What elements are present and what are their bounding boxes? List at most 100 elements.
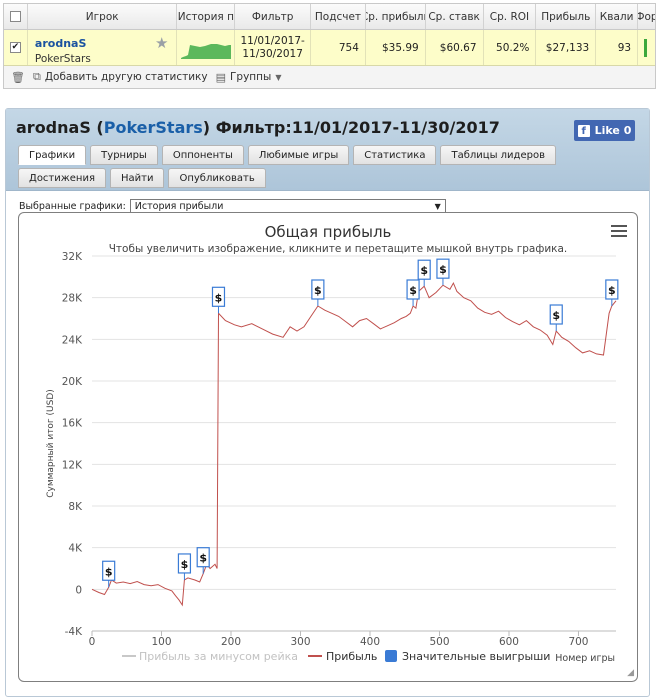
header-select-all[interactable]	[4, 4, 28, 29]
y-tick-label: 8K	[68, 501, 83, 513]
favorite-star-icon[interactable]: ★	[155, 34, 169, 52]
big-win-label: $	[199, 552, 207, 565]
y-tick-label: 16K	[62, 418, 83, 430]
chart-select-value: История прибыли	[134, 200, 224, 212]
tab-leaderboards[interactable]: Таблицы лидеров	[440, 145, 556, 165]
panel-filter: Фильтр:11/01/2017-11/30/2017	[215, 118, 500, 137]
big-win-flag	[196, 547, 210, 568]
select-all-checkbox[interactable]	[9, 11, 21, 22]
avg-profit-cell: $35.99	[366, 30, 426, 65]
big-win-flag	[406, 279, 420, 300]
row-select[interactable]: ✔	[4, 30, 28, 65]
filter-to: 11/30/2017	[242, 47, 303, 60]
avg-stake-cell: $60.67	[426, 30, 484, 65]
row-checkbox[interactable]: ✔	[9, 42, 21, 53]
tab-publish[interactable]: Опубликовать	[168, 168, 266, 188]
grid-toolbar: 🗑 ⧉ Добавить другую статистику ▤ Группы ▼	[4, 66, 655, 88]
y-tick-label: -4K	[65, 626, 83, 638]
big-win-flag	[211, 286, 226, 307]
legend-bigwins-label: Значительные выигрыши	[402, 650, 550, 663]
legend-profit-label: Прибыль	[326, 650, 377, 663]
panel-header: arodnaS (PokerStars) Фильтр:11/01/2017-1…	[6, 109, 649, 191]
big-win-label: $	[420, 264, 428, 277]
copy-icon: ⧉	[32, 70, 41, 83]
y-tick-label: 20K	[62, 376, 83, 388]
x-axis-label: Номер игры	[555, 653, 615, 664]
header-profit[interactable]: Прибыль	[536, 4, 597, 29]
tab-find[interactable]: Найти	[109, 168, 165, 188]
tab-opponents[interactable]: Оппоненты	[161, 145, 244, 165]
profit-series-line	[91, 281, 617, 607]
panel-site-link[interactable]: PokerStars	[103, 118, 203, 137]
big-win-label: $	[552, 309, 560, 322]
x-tick-label: 500	[429, 636, 449, 648]
stats-grid: Игрок История п Фильтр Подсчет Ср. прибы…	[3, 3, 656, 89]
big-win-flag	[417, 259, 431, 280]
player-name-link[interactable]: arodnaS	[34, 37, 87, 50]
trash-icon[interactable]: 🗑	[11, 70, 25, 84]
profit-cell: $27,133	[536, 30, 597, 65]
tab-statistics[interactable]: Статистика	[353, 145, 437, 165]
groups-label: Группы	[230, 71, 272, 83]
qualify-cell: 93	[596, 30, 639, 65]
groups-button[interactable]: ▤ Группы ▼	[216, 71, 282, 84]
x-tick-label: 0	[89, 636, 96, 648]
y-tick-label: 4K	[68, 543, 83, 555]
table-row[interactable]: ✔ arodnaS PokerStars ★ 11/01/2017- 11/30…	[4, 30, 655, 66]
big-win-flag	[605, 279, 619, 300]
panel-tabs: Графики Турниры Оппоненты Любимые игры С…	[18, 145, 638, 188]
header-avg-stake[interactable]: Ср. ставк	[426, 4, 484, 29]
big-win-flag	[549, 304, 563, 325]
tab-charts[interactable]: Графики	[18, 145, 87, 165]
header-history[interactable]: История п	[177, 4, 236, 29]
player-site: PokerStars	[34, 53, 91, 65]
header-avg-roi[interactable]: Ср. ROI	[484, 4, 537, 29]
facebook-like-button[interactable]: f Like 0	[574, 120, 635, 141]
y-tick-label: 0	[75, 584, 82, 596]
header-filter[interactable]: Фильтр	[235, 4, 312, 29]
x-tick-label: 600	[499, 636, 519, 648]
big-win-label: $	[409, 284, 417, 297]
header-form[interactable]: Фор	[638, 10, 655, 23]
count-cell: 754	[311, 30, 366, 65]
x-tick-label: 100	[151, 636, 171, 648]
header-avg-profit[interactable]: Ср. прибыль	[366, 4, 426, 29]
header-count[interactable]: Подсчет	[311, 4, 366, 29]
legend-rake-label: Прибыль за минусом рейка	[139, 650, 298, 663]
add-stats-button[interactable]: ⧉ Добавить другую статистику	[33, 70, 208, 84]
panel-player: arodnaS	[16, 118, 91, 137]
y-axis-label: Суммарный итог (USD)	[46, 389, 56, 498]
y-tick-label: 12K	[62, 459, 83, 471]
add-stats-label: Добавить другую статистику	[44, 71, 208, 83]
resize-grip-icon[interactable]: ◢	[627, 668, 634, 678]
x-tick-label: 200	[221, 636, 241, 648]
tab-tournaments[interactable]: Турниры	[90, 145, 158, 165]
chart-container[interactable]: Общая прибыль Чтобы увеличить изображение…	[18, 212, 638, 682]
facebook-icon: f	[577, 124, 590, 137]
y-tick-label: 24K	[62, 334, 83, 346]
groups-icon: ▤	[215, 70, 227, 84]
tab-favorite-games[interactable]: Любимые игры	[247, 145, 350, 165]
chart-select[interactable]: История прибыли ▼	[129, 199, 446, 213]
profit-chart[interactable]: Общая прибыль Чтобы увеличить изображение…	[19, 213, 637, 681]
player-panel: arodnaS (PokerStars) Фильтр:11/01/2017-1…	[5, 108, 650, 697]
header-player[interactable]: Игрок	[28, 4, 178, 29]
big-win-flag	[436, 258, 450, 279]
big-win-label: $	[215, 291, 223, 304]
form-bar	[644, 38, 648, 57]
chart-subtitle: Чтобы увеличить изображение, кликните и …	[109, 243, 568, 255]
panel-title: arodnaS (PokerStars) Фильтр:11/01/2017-1…	[16, 118, 500, 137]
tab-achievements[interactable]: Достижения	[18, 168, 106, 188]
grid-header: Игрок История п Фильтр Подсчет Ср. прибы…	[4, 4, 655, 30]
big-win-label: $	[439, 263, 447, 276]
select-arrow-icon: ▼	[434, 201, 441, 211]
chart-title: Общая прибыль	[265, 223, 392, 241]
y-tick-label: 28K	[62, 293, 83, 305]
chart-menu-icon[interactable]	[611, 225, 627, 240]
y-tick-label: 32K	[62, 251, 83, 263]
header-qualify[interactable]: Квали	[596, 4, 639, 29]
x-tick-label: 700	[568, 636, 588, 648]
like-label: Like 0	[594, 124, 632, 137]
avg-roi-cell: 50.2%	[484, 30, 537, 65]
big-win-label: $	[608, 284, 616, 297]
